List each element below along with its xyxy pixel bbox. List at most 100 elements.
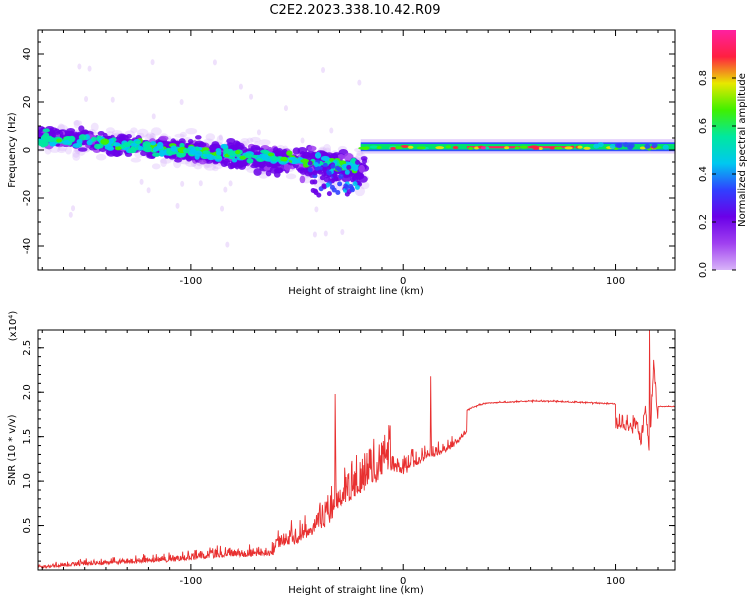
heatmap-cell (223, 186, 228, 193)
heatmap-cell (238, 83, 243, 90)
heatmap-cell (357, 79, 362, 86)
heatmap-cell (317, 169, 323, 175)
heatmap-cell (170, 145, 177, 152)
heatmap-cell (179, 99, 184, 106)
heatmap-cell (312, 179, 318, 185)
heatmap-cell (260, 149, 269, 154)
heatmap-cell (246, 153, 253, 159)
heatmap-cell (84, 95, 89, 102)
heatmap-cell (337, 166, 343, 172)
heatmap-cell (71, 205, 76, 212)
heatmap-cell (42, 128, 50, 133)
heatmap-cell (323, 230, 328, 237)
heatmap-cell (183, 148, 190, 154)
snr-y-multiplier: (x10⁴) (8, 311, 19, 342)
y-tick-label: 2.0 (22, 384, 33, 400)
heatmap-cell (314, 206, 319, 213)
heatmap-cell (300, 137, 305, 144)
heatmap-cell (628, 142, 635, 148)
heatmap-cell (452, 146, 459, 150)
heatmap-cell (326, 170, 332, 176)
y-tick-label: -40 (22, 238, 33, 254)
colorbar-tick-label: 0.4 (698, 166, 709, 182)
heatmap-cell (159, 157, 172, 164)
heatmap-cell (400, 145, 410, 149)
heatmap-cell (235, 150, 241, 155)
heatmap-cell (302, 151, 311, 160)
heatmap-cell (54, 128, 61, 135)
y-tick-label: 0 (22, 147, 33, 153)
heatmap-cell (68, 135, 76, 143)
heatmap-cell (313, 162, 319, 168)
heatmap-cell (484, 146, 490, 150)
heatmap-cell (146, 187, 151, 194)
snr-x-label: Height of straight line (km) (288, 585, 424, 596)
heatmap-cell (286, 150, 293, 156)
heatmap-cell (130, 157, 142, 163)
heatmap-cell (118, 134, 125, 142)
heatmap-cell (72, 152, 81, 161)
heatmap-cell (577, 145, 583, 149)
heatmap-cell (307, 167, 313, 173)
heatmap-cell (344, 184, 350, 190)
snr-panel: -100 0 100 0.5 1.0 1.5 2.0 2.5 Height of strai… (7, 311, 676, 596)
heatmap-cell (223, 158, 231, 167)
snr-series-line (38, 330, 675, 569)
heatmap-cell (256, 129, 261, 136)
heatmap-cell (326, 191, 332, 197)
heatmap-cell (285, 173, 297, 180)
heatmap-cell (250, 136, 261, 143)
heatmap-cell (106, 146, 115, 151)
heatmap-cell (468, 146, 474, 150)
heatmap-cell (340, 229, 345, 236)
heatmap-cell (338, 173, 344, 179)
heatmap-cell (352, 175, 358, 181)
heatmap-cell (481, 146, 486, 150)
heatmap-cell (369, 145, 379, 149)
heatmap-cell (246, 158, 254, 164)
heatmap-cell (267, 152, 275, 157)
heatmap-cell (307, 160, 313, 166)
heatmap-cell (514, 146, 520, 150)
heatmap-cell (174, 133, 185, 138)
heatmap-cell (251, 154, 258, 159)
heatmap-cell (321, 66, 326, 73)
heatmap-cell (390, 146, 396, 150)
heatmap-cell (538, 146, 543, 150)
heatmap-cell (97, 130, 105, 136)
heatmap-cell (258, 139, 271, 146)
heatmap-cell (114, 146, 122, 151)
heatmap-cell (143, 145, 153, 153)
heatmap-cell (320, 155, 330, 161)
y-tick-label: 2.5 (22, 340, 33, 356)
snr-background (38, 330, 675, 570)
heatmap-cell (91, 136, 97, 142)
heatmap-cell (216, 135, 224, 145)
heatmap-cell (331, 187, 337, 193)
heatmap-cell (639, 146, 646, 150)
heatmap-cell (146, 132, 155, 140)
heatmap-cell (250, 163, 259, 169)
heatmap-cell (77, 147, 88, 152)
heatmap-cell (337, 153, 345, 160)
heatmap-cell (166, 149, 173, 155)
heatmap-cell (73, 120, 80, 129)
colorbar-label: Normalized spectral amplitude (737, 73, 748, 227)
heatmap-cell (337, 181, 343, 187)
heatmap-cell (335, 190, 341, 196)
heatmap-cell (138, 145, 144, 151)
heatmap-cell (416, 146, 426, 150)
colorbar-tick-label: 0.2 (698, 214, 709, 230)
heatmap-cell (358, 146, 369, 150)
y-tick-label: -20 (22, 190, 33, 206)
heatmap-cell (322, 162, 328, 168)
heatmap-cell (139, 178, 144, 185)
heatmap-cell (332, 173, 338, 179)
heatmap-cell (216, 150, 222, 156)
snr-frame (37, 329, 676, 571)
heatmap-cell (609, 143, 616, 149)
heatmap-cell (235, 141, 241, 146)
heatmap-cell (321, 183, 327, 189)
y-tick-label: 1.0 (22, 473, 33, 489)
